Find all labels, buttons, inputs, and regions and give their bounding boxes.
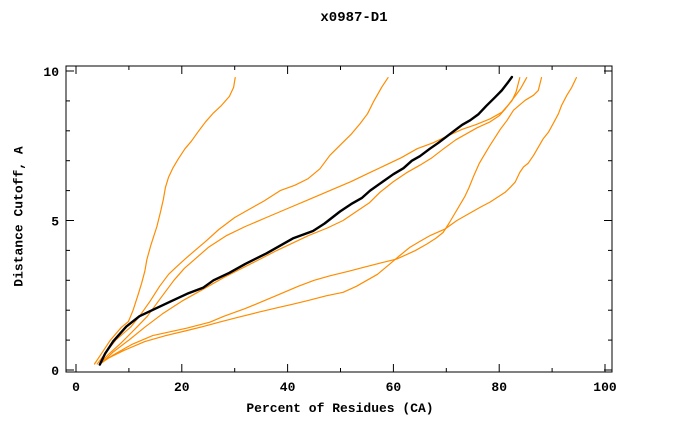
x-tick-label: 40: [280, 380, 296, 395]
x-tick-label: 0: [72, 380, 80, 395]
x-tick-label: 20: [174, 380, 190, 395]
y-axis-label: Distance Cutoff, A: [11, 146, 27, 287]
plot-title: x0987-D1: [320, 10, 388, 26]
plot-frame: [65, 65, 613, 373]
x-tick-label: 60: [386, 380, 402, 395]
x-tick-label: 100: [593, 380, 617, 395]
curve-orange-mid-2: [101, 76, 528, 364]
curve-orange-shallow-1: [99, 76, 543, 365]
curve-orange-steep-2: [96, 76, 389, 365]
curve-black-highlight: [98, 75, 514, 366]
y-tick-label: 0: [51, 364, 59, 379]
x-tick-label: 80: [491, 380, 507, 395]
curve-orange-mid-1: [99, 76, 521, 365]
y-tick-label: 10: [43, 65, 59, 80]
y-tick-label: 5: [51, 215, 59, 230]
x-axis-label: Percent of Residues (CA): [246, 401, 434, 416]
curve-orange-steep-1: [93, 76, 236, 365]
curve-orange-shallow-2: [101, 76, 578, 362]
